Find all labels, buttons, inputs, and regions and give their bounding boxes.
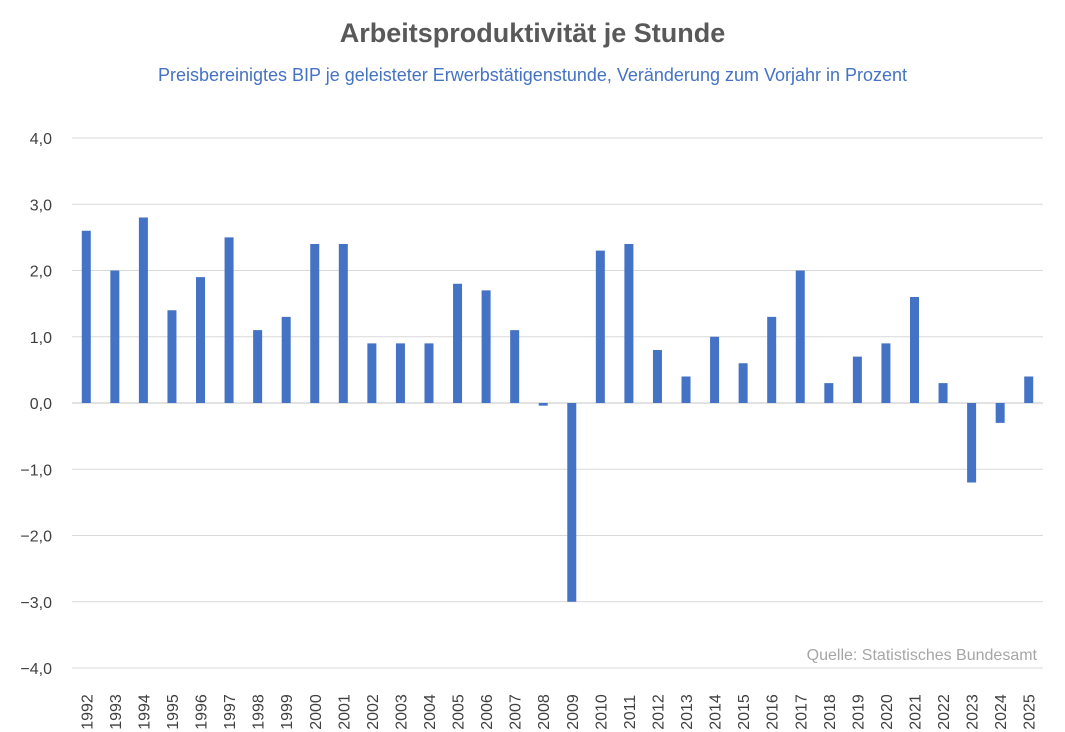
bar-2025 bbox=[1024, 376, 1034, 403]
x-tick-label: 2010 bbox=[593, 694, 610, 730]
x-tick-label: 1997 bbox=[222, 694, 239, 730]
bar-2010 bbox=[595, 250, 605, 403]
bar-2023 bbox=[967, 403, 977, 483]
x-axis-ticks: 1992 1993 1994 1995 1996 1997 1998 1999 2000 2001… bbox=[79, 694, 1038, 730]
x-tick-label: 2023 bbox=[965, 694, 982, 730]
bars bbox=[81, 217, 1034, 602]
x-tick-label: 2002 bbox=[365, 694, 382, 730]
y-tick-label: 3,0 bbox=[30, 197, 52, 214]
chart-subtitle: Preisbereinigtes BIP je geleisteter Erwe… bbox=[157, 65, 908, 85]
y-tick-label: −4,0 bbox=[20, 661, 52, 678]
x-tick-label: 1993 bbox=[108, 694, 125, 730]
bar-2002 bbox=[367, 343, 377, 403]
gridlines bbox=[72, 137, 1043, 669]
x-tick-label: 2024 bbox=[993, 694, 1010, 730]
y-tick-label: 2,0 bbox=[30, 264, 52, 281]
bar-2004 bbox=[424, 343, 434, 403]
x-tick-label: 2020 bbox=[879, 694, 896, 730]
source-label: Quelle: Statistisches Bundesamt bbox=[807, 647, 1038, 664]
x-tick-label: 2016 bbox=[765, 694, 782, 730]
x-tick-label: 2022 bbox=[936, 694, 953, 730]
y-tick-label: 1,0 bbox=[30, 330, 52, 347]
bar-2024 bbox=[995, 403, 1005, 423]
bar-2001 bbox=[338, 244, 348, 403]
bar-2005 bbox=[453, 283, 463, 403]
bar-2020 bbox=[881, 343, 891, 403]
y-tick-label: −1,0 bbox=[20, 462, 52, 479]
x-tick-label: 2015 bbox=[736, 694, 753, 730]
bar-1998 bbox=[253, 330, 263, 403]
bar-1999 bbox=[281, 316, 291, 403]
x-tick-label: 1998 bbox=[251, 694, 268, 730]
x-tick-label: 2004 bbox=[422, 694, 439, 730]
x-tick-label: 2021 bbox=[907, 694, 924, 730]
y-tick-label: −3,0 bbox=[20, 595, 52, 612]
x-tick-label: 1999 bbox=[279, 694, 296, 730]
bar-2007 bbox=[510, 330, 520, 403]
bar-2009 bbox=[567, 403, 577, 602]
bar-2022 bbox=[938, 383, 948, 403]
y-tick-label: 4,0 bbox=[30, 131, 52, 148]
bar-1992 bbox=[81, 230, 91, 403]
bar-1995 bbox=[167, 310, 177, 403]
x-tick-label: 1995 bbox=[165, 694, 182, 730]
x-tick-label: 1992 bbox=[79, 694, 96, 730]
x-tick-label: 2001 bbox=[336, 694, 353, 730]
x-tick-label: 2006 bbox=[479, 694, 496, 730]
bar-1993 bbox=[110, 270, 120, 403]
x-tick-label: 1996 bbox=[194, 694, 211, 730]
x-tick-label: 2014 bbox=[708, 694, 725, 730]
bar-1996 bbox=[196, 277, 206, 403]
x-tick-label: 2025 bbox=[1022, 694, 1039, 730]
chart-title: Arbeitsproduktivität je Stunde bbox=[339, 18, 726, 48]
x-tick-label: 2011 bbox=[622, 695, 639, 730]
bar-2016 bbox=[767, 316, 777, 403]
bar-2011 bbox=[624, 244, 634, 403]
bar-2017 bbox=[795, 270, 805, 403]
x-tick-label: 2005 bbox=[451, 694, 468, 730]
bar-1994 bbox=[138, 217, 148, 403]
x-tick-label: 2013 bbox=[679, 694, 696, 730]
x-tick-label: 2008 bbox=[536, 694, 553, 730]
y-tick-label: 0,0 bbox=[30, 396, 52, 413]
y-axis-ticks: 4,0 3,0 2,0 1,0 0,0 −1,0 −2,0 −3,0 −4,0 bbox=[20, 131, 52, 678]
bar-2015 bbox=[738, 363, 748, 403]
bar-2003 bbox=[395, 343, 405, 403]
bar-2019 bbox=[852, 356, 862, 403]
bar-2014 bbox=[710, 336, 720, 403]
bar-2008 bbox=[538, 403, 548, 406]
x-tick-label: 2018 bbox=[822, 694, 839, 730]
bar-2006 bbox=[481, 290, 491, 403]
bar-2012 bbox=[652, 350, 662, 403]
x-tick-label: 2019 bbox=[850, 694, 867, 730]
y-tick-label: −2,0 bbox=[20, 529, 52, 546]
x-tick-label: 2009 bbox=[565, 694, 582, 730]
bar-2018 bbox=[824, 383, 834, 403]
x-tick-label: 2007 bbox=[508, 694, 525, 730]
x-tick-label: 2017 bbox=[793, 694, 810, 730]
x-tick-label: 2012 bbox=[650, 694, 667, 730]
bar-2021 bbox=[909, 297, 919, 403]
bar-2000 bbox=[310, 244, 320, 403]
x-tick-label: 1994 bbox=[136, 694, 153, 730]
bar-1997 bbox=[224, 237, 234, 403]
x-tick-label: 2003 bbox=[393, 694, 410, 730]
x-tick-label: 2000 bbox=[308, 694, 325, 730]
bar-2013 bbox=[681, 376, 691, 403]
